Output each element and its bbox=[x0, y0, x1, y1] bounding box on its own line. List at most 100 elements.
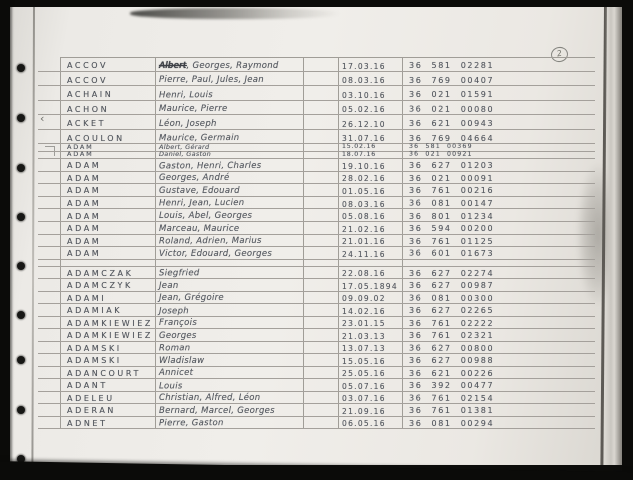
column-divider bbox=[402, 57, 403, 429]
row-given-names: Louis, Abel, Georges bbox=[159, 211, 253, 222]
scan-smudge-top bbox=[130, 8, 340, 19]
table-row: ADAMCZAK Siegfried 22.08.16 36 627 02274 bbox=[38, 267, 595, 280]
row-given-names: Victor, Edouard, Georges bbox=[159, 248, 273, 259]
row-given-names: Roman bbox=[158, 343, 191, 354]
row-given-names: Albert, Georges, Raymond bbox=[159, 61, 301, 71]
table-row: ADAM Albert, Gérard 15.02.16 36 581 00369 bbox=[38, 143, 595, 152]
table-row: ADERAN Bernard, Marcel, Georges 21.09.16 36… bbox=[38, 404, 595, 417]
scan-border-right bbox=[622, 0, 633, 480]
row-registration-number: 36 081 00147 bbox=[408, 198, 495, 208]
row-surname: ADAMKIEWIEZ bbox=[67, 331, 153, 341]
row-birth-date: 17.03.16 bbox=[342, 61, 386, 71]
row-birth-date: 21.01.16 bbox=[342, 237, 386, 247]
table-row: ADAM Victor, Edouard, Georges 24.11.16 36 6… bbox=[38, 247, 595, 260]
row-birth-date: 14.02.16 bbox=[342, 306, 386, 316]
table-row: ACOULON Maurice, Germain 31.07.16 36 769 04… bbox=[38, 130, 595, 144]
row-registration-number: 36 594 00200 bbox=[409, 224, 495, 234]
row-registration-number: 36 081 00294 bbox=[409, 418, 495, 428]
column-divider bbox=[155, 57, 156, 429]
row-surname: ACHON bbox=[67, 104, 110, 114]
row-given-names: Roland, Adrien, Marius bbox=[158, 236, 262, 247]
page-edge-line bbox=[600, 6, 607, 465]
table-row: ADAM Marceau, Maurice 21.02.16 36 594 00200 bbox=[38, 222, 595, 235]
row-surname: ADERAN bbox=[67, 406, 116, 416]
table-top-rule bbox=[60, 57, 595, 58]
row-registration-number: 36 621 00943 bbox=[409, 119, 495, 129]
row-given-names: Joseph bbox=[158, 306, 189, 317]
punch-hole bbox=[17, 356, 25, 364]
row-given-names: Maurice, Pierre bbox=[159, 104, 228, 115]
row-surname: ACCOV bbox=[67, 61, 109, 71]
row-surname: ACOULON bbox=[67, 133, 125, 143]
table-row: ACHON Maurice, Pierre 05.02.16 36 021 00080 bbox=[38, 101, 595, 115]
index-table: ACCOV Albert, Georges, Raymond 17.03.16 36 … bbox=[38, 57, 595, 430]
table-row: ADAM Gustave, Edouard 01.05.16 36 761 00216 bbox=[38, 184, 595, 197]
row-surname: ADAM bbox=[67, 150, 94, 159]
row-registration-number: 36 627 02265 bbox=[409, 306, 495, 316]
table-row: ADAMKIEWIEZ François 23.01.15 36 761 02222 bbox=[38, 317, 595, 330]
punch-hole bbox=[17, 213, 25, 221]
row-given-names: Henri, Jean, Lucien bbox=[158, 198, 245, 209]
row-birth-date: 15.02.16 bbox=[342, 143, 376, 150]
table-row: ADAM Gaston, Henri, Charles 19.10.16 36 627… bbox=[38, 159, 595, 172]
row-registration-number: 36 021 01591 bbox=[409, 90, 495, 100]
row-surname: ADAM bbox=[67, 161, 102, 171]
table-row: ADELEU Christian, Alfred, Léon 03.07.16 36 … bbox=[38, 392, 595, 405]
row-registration-number: 36 081 00300 bbox=[408, 293, 495, 303]
row-given-names: Pierre, Gaston bbox=[158, 418, 224, 429]
row-surname: ADAMI bbox=[67, 293, 107, 303]
row-registration-number: 36 761 01381 bbox=[409, 406, 495, 416]
row-given-names: Siegfried bbox=[158, 268, 200, 279]
row-surname: ADAM bbox=[67, 236, 102, 246]
table-row: ADAM Louis, Abel, Georges 05.08.16 36 801 0… bbox=[38, 209, 595, 222]
row-surname: ADANT bbox=[67, 381, 108, 391]
row-given-names: Bernard, Marcel, Georges bbox=[159, 405, 275, 416]
row-birth-date: 01.05.16 bbox=[342, 186, 386, 196]
row-registration-number: 36 769 00407 bbox=[409, 75, 495, 85]
scan-border-left bbox=[0, 0, 10, 480]
table-row: ACCOV Pierre, Paul, Jules, Jean 08.03.16 36… bbox=[38, 72, 595, 86]
row-given-names: Marceau, Maurice bbox=[159, 223, 240, 234]
row-given-names: Henri, Louis bbox=[158, 89, 214, 101]
row-surname: ADNET bbox=[67, 418, 108, 428]
row-given-names: Georges bbox=[159, 330, 197, 341]
row-given-names: Gaston, Henri, Charles bbox=[158, 160, 262, 172]
row-birth-date: 18.07.16 bbox=[342, 150, 376, 158]
row-birth-date: 08.03.16 bbox=[342, 76, 386, 86]
row-given-names: François bbox=[159, 318, 198, 329]
row-given-names: Gustave, Edouard bbox=[159, 185, 240, 196]
row-birth-date: 25.05.16 bbox=[342, 369, 386, 379]
row-given-names: Léon, Joseph bbox=[159, 118, 217, 129]
punch-hole bbox=[17, 455, 25, 463]
row-surname: ADANCOURT bbox=[67, 368, 141, 378]
table-row: ACKET Léon, Joseph 26.12.10 36 621 00943 bbox=[38, 115, 595, 130]
column-divider bbox=[338, 57, 339, 429]
row-registration-number: 36 581 00369 bbox=[409, 143, 473, 150]
table-row: ADANCOURT Annicet 25.05.16 36 621 00226 bbox=[38, 367, 595, 380]
table-rows: ACCOV Albert, Georges, Raymond 17.03.16 36 … bbox=[38, 57, 595, 430]
row-surname: ACKET bbox=[67, 119, 107, 129]
row-registration-number: 36 761 02154 bbox=[408, 393, 495, 403]
row-surname: ACHAIN bbox=[67, 90, 114, 100]
row-registration-number: 36 601 01673 bbox=[408, 248, 495, 259]
table-row: ADAM Roland, Adrien, Marius 21.01.16 36 761… bbox=[38, 235, 595, 248]
column-divider bbox=[60, 57, 61, 429]
row-given-names: Louis bbox=[158, 381, 183, 392]
row-given-names: Annicet bbox=[159, 368, 194, 379]
row-surname: ADAMKIEWIEZ bbox=[67, 318, 153, 328]
row-birth-date: 13.07.13 bbox=[342, 344, 386, 354]
row-birth-date: 05.08.16 bbox=[342, 212, 386, 222]
row-birth-date: 05.07.16 bbox=[342, 381, 386, 391]
punch-hole bbox=[17, 262, 25, 270]
row-given-names: Christian, Alfred, Léon bbox=[159, 393, 261, 404]
row-surname: ADAM bbox=[67, 211, 102, 221]
column-divider bbox=[303, 57, 304, 429]
punch-hole bbox=[17, 406, 25, 414]
table-row: ACCOV Albert, Georges, Raymond 17.03.16 36 … bbox=[38, 57, 595, 72]
row-registration-number: 36 801 01234 bbox=[409, 211, 495, 221]
row-surname: ADAM bbox=[67, 173, 102, 183]
document-page: 2 ‹ ACCOV Albert, Georges, Raymond 17.03.1… bbox=[10, 6, 622, 466]
row-surname: ADAMIAK bbox=[67, 306, 123, 316]
row-birth-date: 21.02.16 bbox=[342, 224, 386, 234]
binding-crease bbox=[31, 6, 35, 466]
